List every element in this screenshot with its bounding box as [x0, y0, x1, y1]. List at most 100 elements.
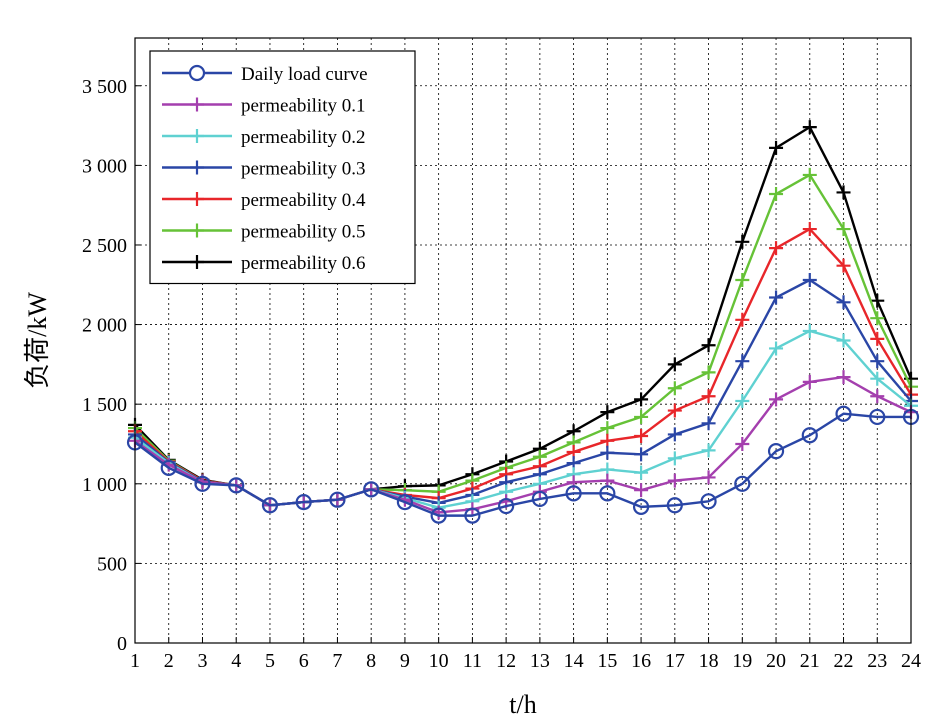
data-point — [600, 433, 615, 448]
x-tick-label: 22 — [834, 650, 854, 672]
data-point — [396, 493, 414, 511]
legend-label: Daily load curve — [241, 64, 368, 85]
data-point — [634, 483, 649, 498]
x-tick-label: 9 — [400, 650, 410, 672]
data-point — [802, 273, 817, 287]
y-tick-label: 0 — [117, 633, 127, 655]
legend-entry: permeability 0.2 — [162, 127, 366, 148]
data-point — [870, 331, 885, 346]
data-point — [228, 477, 245, 494]
data-point — [667, 451, 682, 466]
x-tick-label: 11 — [463, 650, 482, 672]
x-tick-label: 8 — [366, 650, 376, 672]
legend-marker — [188, 64, 206, 82]
data-point — [701, 389, 716, 404]
data-point — [363, 481, 380, 498]
plot-frame — [134, 37, 912, 644]
legend-label: permeability 0.4 — [241, 190, 366, 211]
data-point — [666, 497, 683, 514]
x-tick-label: 12 — [496, 650, 516, 672]
data-point — [295, 493, 312, 511]
data-point — [801, 427, 818, 444]
data-point — [667, 381, 682, 396]
x-tick-label: 10 — [429, 650, 449, 672]
legend-entry: permeability 0.6 — [162, 253, 366, 274]
legend-label: permeability 0.3 — [241, 159, 366, 180]
legend-label: permeability 0.6 — [241, 253, 366, 274]
legend-marker — [190, 255, 204, 269]
data-point — [261, 497, 279, 514]
data-point — [735, 436, 750, 451]
data-point — [735, 312, 750, 327]
data-point — [870, 293, 885, 308]
data-point — [769, 187, 784, 202]
data-point — [531, 490, 548, 508]
data-point — [870, 311, 885, 326]
data-point — [498, 497, 515, 515]
data-point — [634, 447, 649, 462]
data-point — [735, 394, 750, 408]
data-point — [701, 338, 716, 353]
data-point — [600, 405, 615, 420]
data-point — [836, 258, 851, 273]
legend-label: permeability 0.5 — [241, 222, 366, 243]
series-line — [134, 329, 912, 509]
legend-marker — [190, 97, 204, 112]
legend: Daily load curve permeability 0.1 permeabi… — [149, 50, 416, 285]
data-point — [769, 140, 784, 155]
data-point — [836, 370, 851, 385]
series-2 — [128, 323, 918, 515]
y-tick-label: 2 500 — [82, 235, 127, 257]
x-tick-label: 19 — [732, 650, 752, 672]
legend-marker — [190, 192, 204, 206]
x-axis-title: t/h — [509, 690, 536, 719]
data-point — [600, 445, 615, 460]
legend-entry: permeability 0.5 — [162, 222, 366, 243]
legend-label: permeability 0.2 — [241, 127, 366, 148]
data-point — [329, 491, 346, 508]
series-line — [134, 278, 912, 507]
data-point — [735, 354, 750, 369]
series-1 — [128, 370, 918, 520]
series-line — [134, 412, 911, 517]
data-point — [667, 403, 682, 418]
data-point — [802, 167, 817, 182]
data-point — [701, 416, 716, 431]
series-3 — [128, 273, 918, 513]
data-point — [769, 290, 784, 305]
tick-labels: 1 2 3 4 5 6 7 8 9 10 11 12 13 14 15 16 17 18 19 20 21 22 23 240… — [82, 76, 921, 672]
x-tick-label: 24 — [901, 650, 921, 672]
x-tick-label: 1 — [130, 650, 140, 672]
data-point — [734, 475, 751, 492]
data-point — [565, 485, 582, 502]
y-tick-label: 500 — [97, 553, 127, 575]
data-point — [634, 465, 649, 480]
data-point — [870, 354, 885, 369]
legend-marker — [190, 160, 204, 175]
data-point — [701, 470, 716, 485]
data-point — [802, 222, 817, 237]
data-point — [600, 421, 615, 436]
data-point — [802, 323, 817, 338]
data-point — [735, 234, 750, 249]
data-point — [870, 389, 885, 404]
series-layer — [126, 120, 920, 524]
data-point — [634, 409, 649, 424]
data-point — [464, 507, 481, 524]
x-tick-label: 7 — [332, 650, 342, 672]
data-point — [836, 295, 851, 310]
x-tick-label: 16 — [631, 650, 651, 672]
legend-marker — [190, 129, 204, 143]
data-point — [836, 185, 851, 200]
data-point — [767, 443, 785, 460]
legend-label: permeability 0.1 — [241, 96, 366, 117]
legend-entry: Daily load curve — [162, 64, 368, 85]
data-point — [634, 429, 649, 444]
data-point — [599, 485, 616, 502]
legend-marker — [190, 223, 204, 238]
x-tick-label: 20 — [766, 650, 786, 672]
data-point — [869, 408, 886, 426]
data-point — [700, 493, 717, 510]
x-tick-label: 14 — [564, 650, 584, 672]
series-0 — [126, 405, 920, 524]
